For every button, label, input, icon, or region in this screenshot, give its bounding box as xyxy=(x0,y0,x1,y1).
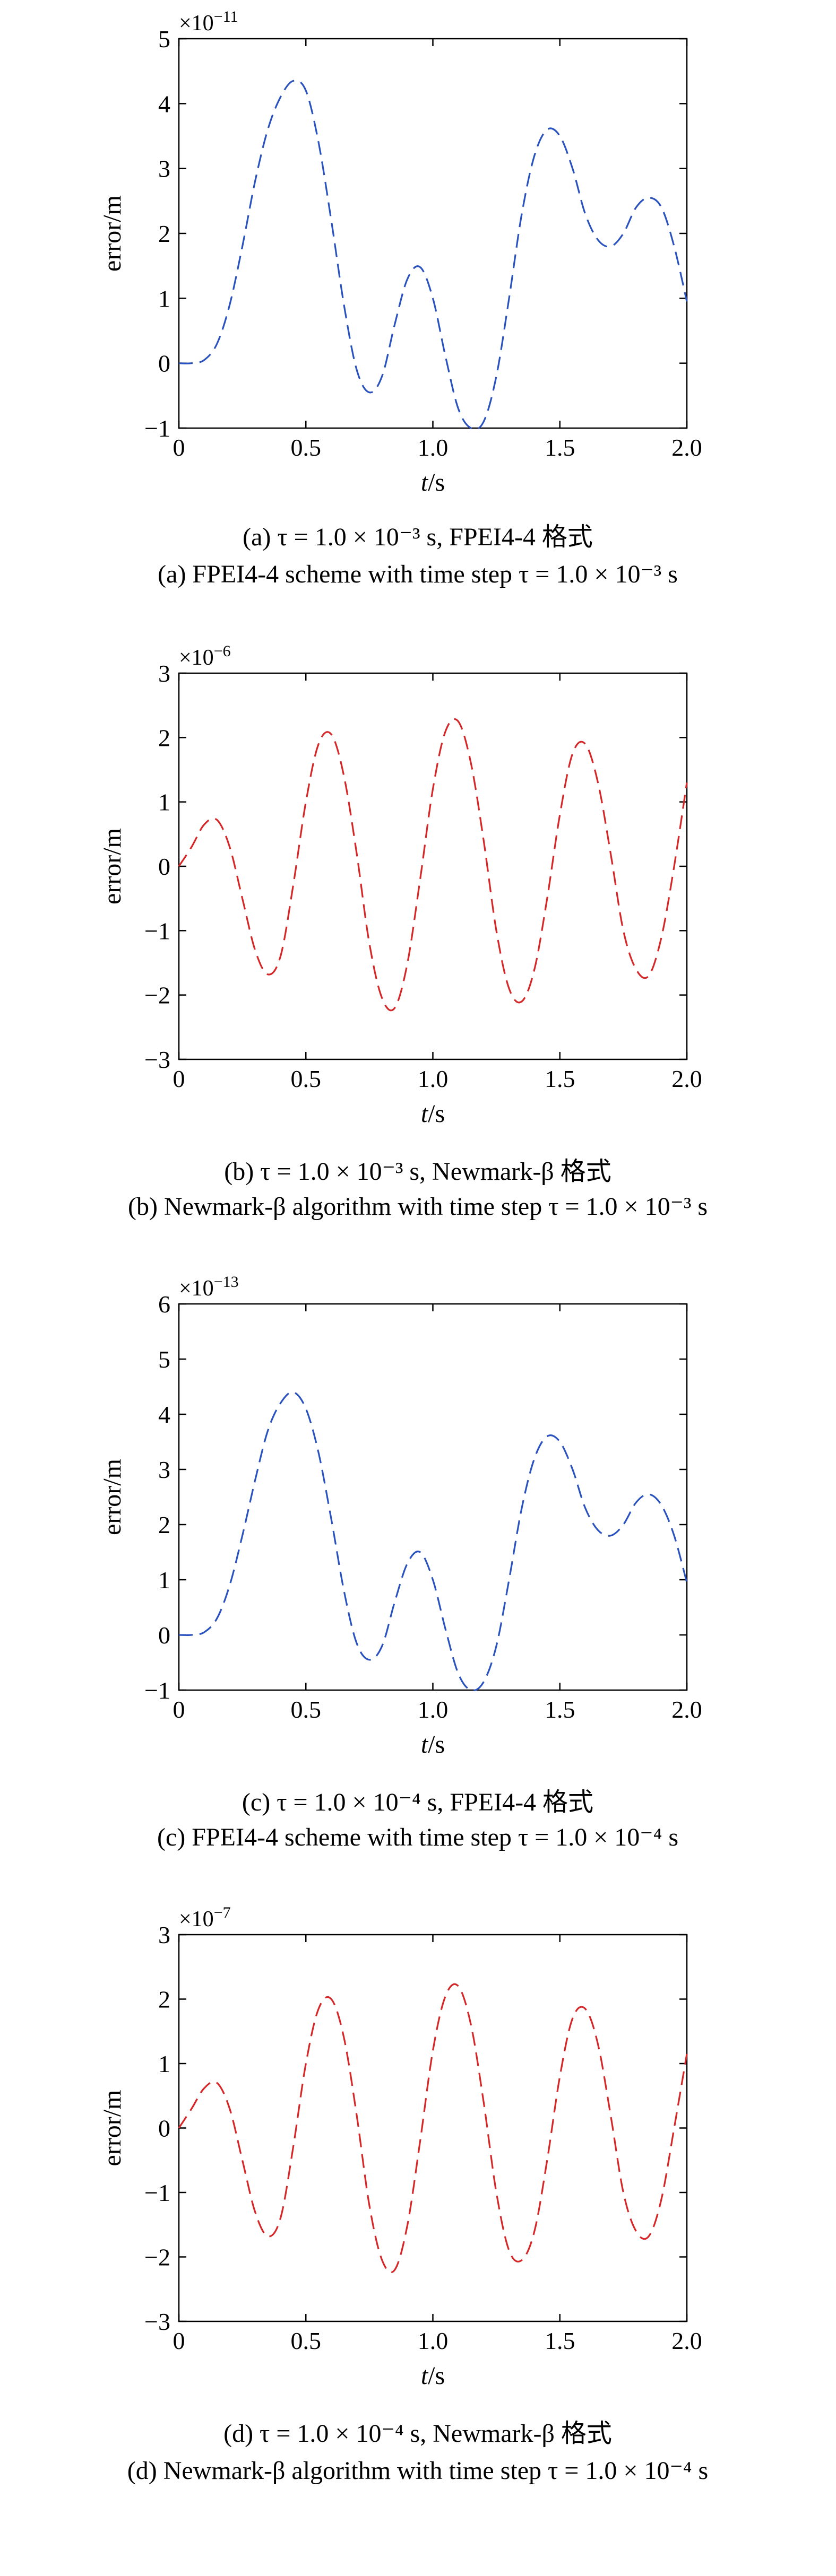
x-axis-label: t/s xyxy=(421,1730,445,1759)
y-multiplier: ×10−6 xyxy=(179,642,231,670)
y-axis-label: error/m xyxy=(98,195,126,272)
y-multiplier-base: ×10 xyxy=(179,1276,214,1301)
y-multiplier-exponent: −6 xyxy=(214,642,231,660)
x-axis-label-var: t xyxy=(421,1730,429,1759)
y-tick-label: −2 xyxy=(144,2244,170,2271)
series-line-0 xyxy=(178,80,688,430)
caption-en: (a) FPEI4-4 scheme with time step τ = 1.… xyxy=(158,560,678,588)
x-axis-label: t/s xyxy=(421,1100,445,1128)
y-tick-label: 5 xyxy=(158,1346,170,1373)
series-line-0 xyxy=(178,718,688,1012)
caption-zh: (a) τ = 1.0 × 10⁻³ s, FPEI4-4 格式 xyxy=(243,523,593,551)
x-axis-label-unit: /s xyxy=(428,2362,445,2390)
x-tick-label: 0.5 xyxy=(291,1065,322,1092)
caption-en: (b) Newmark-β algorithm with time step τ… xyxy=(128,1193,708,1221)
y-multiplier-base: ×10 xyxy=(179,1907,214,1931)
y-tick-label: 1 xyxy=(158,789,170,816)
chart-panel-0: 0 0.5 1.0 1.5 2.0−1012345×10−11error/mt/s(a)… xyxy=(98,8,702,588)
x-tick-label: 0.5 xyxy=(291,434,322,461)
y-tick-label: 3 xyxy=(158,1921,170,1948)
x-axis-label-var: t xyxy=(421,2362,429,2390)
y-tick-label: 3 xyxy=(158,1456,170,1483)
y-tick-label: 2 xyxy=(158,724,170,751)
x-tick-label: 0 xyxy=(173,1065,185,1092)
y-tick-label: 3 xyxy=(158,660,170,687)
x-tick-label: 0 xyxy=(173,2327,185,2354)
x-axis-label-var: t xyxy=(421,1100,429,1128)
y-tick-label: −3 xyxy=(144,2308,170,2335)
caption-en: (d) Newmark-β algorithm with time step τ… xyxy=(127,2457,708,2485)
y-axis-label: error/m xyxy=(98,2090,126,2166)
y-tick-label: 1 xyxy=(158,1567,170,1594)
plot-frame xyxy=(178,1303,688,1691)
x-tick-label: 1.0 xyxy=(418,2327,449,2354)
y-tick-label: 6 xyxy=(158,1291,170,1318)
y-axis-label: error/m xyxy=(98,1459,126,1535)
x-tick-label: 0 xyxy=(173,1696,185,1723)
y-tick-label: 5 xyxy=(158,25,170,53)
y-multiplier-exponent: −7 xyxy=(214,1904,231,1921)
y-tick-label: 1 xyxy=(158,285,170,312)
chart-panel-1: 0 0.5 1.0 1.5 2.0 −3 −2 −1 0 1 2 3 ×10−6 error/m t/s (b… xyxy=(98,642,708,1221)
y-tick-label: −2 xyxy=(144,982,170,1009)
x-tick-label: 1.0 xyxy=(418,1696,449,1723)
x-tick-label: 0 xyxy=(173,434,185,461)
x-tick-label: 1.5 xyxy=(545,1065,575,1092)
x-tick-label: 1.5 xyxy=(545,2327,575,2354)
chart-panel-3: 0 0.5 1.0 1.5 2.0 −3 −2 −1 0 1 2 3 ×10−7 error/m t/s (d… xyxy=(98,1904,708,2485)
x-tick-label: 2.0 xyxy=(671,434,702,461)
y-tick-label: 1 xyxy=(158,2050,170,2077)
caption-en: (c) FPEI4-4 scheme with time step τ = 1.… xyxy=(157,1823,678,1851)
x-tick-label: 0.5 xyxy=(291,1696,322,1723)
y-multiplier-exponent: −11 xyxy=(214,8,238,25)
x-tick-label: 1.0 xyxy=(418,1065,449,1092)
y-tick-label: 2 xyxy=(158,1511,170,1538)
y-multiplier-exponent: −13 xyxy=(214,1273,239,1291)
y-tick-label: 0 xyxy=(158,350,170,377)
x-axis-label-unit: /s xyxy=(428,1100,445,1128)
y-tick-label: −1 xyxy=(144,1677,170,1704)
y-tick-label: −1 xyxy=(144,2179,170,2206)
plot-frame xyxy=(178,672,688,1060)
y-tick-label: 4 xyxy=(158,90,170,117)
x-axis-label: t/s xyxy=(421,468,445,497)
y-multiplier: ×10−11 xyxy=(179,8,238,36)
caption-zh: (c) τ = 1.0 × 10⁻⁴ s, FPEI4-4 格式 xyxy=(242,1788,593,1816)
x-tick-label: 2.0 xyxy=(671,1696,702,1723)
y-tick-label: 0 xyxy=(158,1622,170,1649)
plot-frame xyxy=(178,38,688,429)
y-multiplier: ×10−13 xyxy=(179,1273,239,1301)
y-tick-label: 4 xyxy=(158,1401,170,1428)
x-tick-label: 1.5 xyxy=(545,1696,575,1723)
series-line-0 xyxy=(178,1983,688,2274)
y-tick-label: 0 xyxy=(158,2115,170,2142)
x-tick-label: 2.0 xyxy=(671,1065,702,1092)
x-axis-label-unit: /s xyxy=(428,1730,445,1759)
y-tick-label: −1 xyxy=(144,415,170,442)
y-tick-label: 2 xyxy=(158,220,170,247)
caption-zh: (b) τ = 1.0 × 10⁻³ s, Newmark-β 格式 xyxy=(224,1158,611,1186)
series-line-0 xyxy=(178,1391,688,1692)
y-tick-label: 2 xyxy=(158,1986,170,2013)
x-axis-label-unit: /s xyxy=(428,468,445,497)
y-tick-label: 0 xyxy=(158,853,170,880)
x-axis-label: t/s xyxy=(421,2362,445,2390)
plot-frame xyxy=(178,1934,688,2322)
y-tick-label: −1 xyxy=(144,917,170,944)
caption-zh: (d) τ = 1.0 × 10⁻⁴ s, Newmark-β 格式 xyxy=(223,2420,612,2448)
chart-panel-2: 0 0.5 1.0 1.5 2.0−10123456×10−13error/mt/s(c… xyxy=(98,1273,702,1851)
x-tick-label: 0.5 xyxy=(291,2327,322,2354)
x-tick-label: 1.0 xyxy=(418,434,449,461)
x-tick-label: 2.0 xyxy=(671,2327,702,2354)
y-tick-label: 3 xyxy=(158,155,170,182)
x-axis-label-var: t xyxy=(421,468,429,497)
y-tick-label: −3 xyxy=(144,1046,170,1073)
y-axis-label: error/m xyxy=(98,828,126,904)
y-multiplier: ×10−7 xyxy=(179,1904,231,1931)
x-tick-label: 1.5 xyxy=(545,434,575,461)
y-multiplier-base: ×10 xyxy=(179,11,214,36)
y-multiplier-base: ×10 xyxy=(179,646,214,670)
